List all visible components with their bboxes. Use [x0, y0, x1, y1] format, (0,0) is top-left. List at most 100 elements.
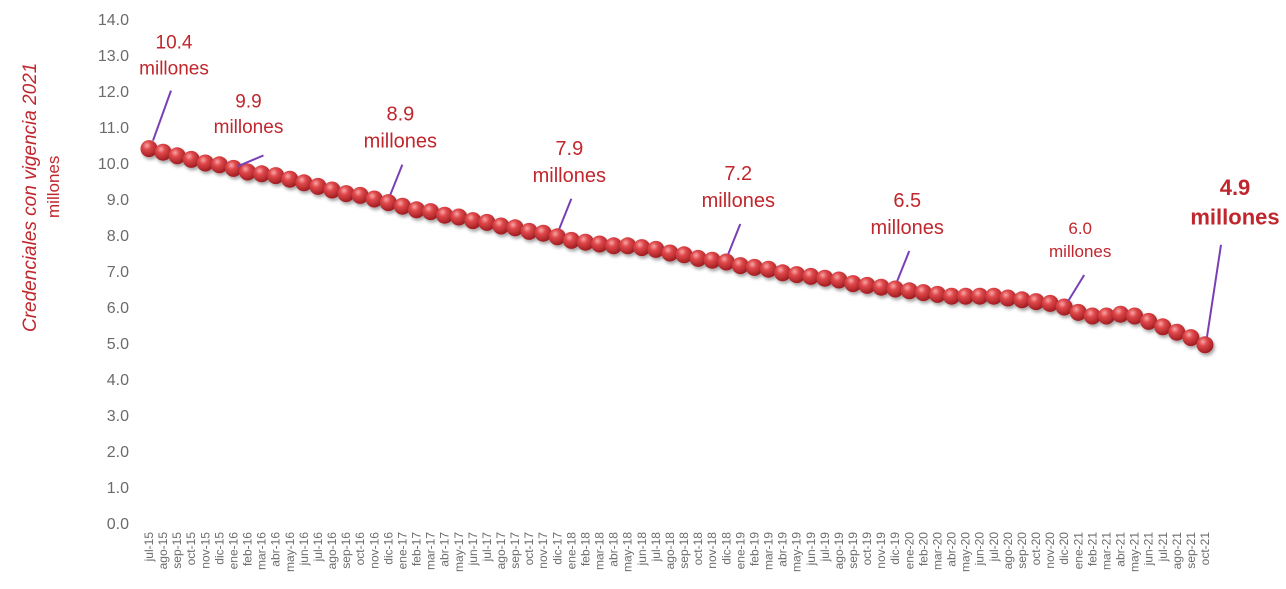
x-tick-label: ago-18: [663, 532, 677, 570]
x-tick-label: abr-19: [776, 532, 790, 567]
data-point: [464, 212, 482, 230]
x-tick-label: may-21: [1128, 532, 1142, 572]
data-point: [928, 285, 946, 303]
x-tick-label: may-16: [283, 532, 297, 572]
annotations: 10.4 millones 9.9 millones 8.9 millones 7.9 mil…: [139, 33, 1280, 337]
data-point: [365, 190, 383, 208]
data-point: [337, 185, 355, 203]
callout-line: [896, 250, 911, 282]
data-point: [224, 159, 242, 177]
x-tick-label: mar-21: [1099, 532, 1113, 570]
y-axis: 0.0 1.0 2.0 3.0 4.0 5.0 6.0 7.0 8.0 9.0 10.0 11.0 12…: [98, 12, 129, 533]
data-point: [140, 140, 158, 158]
data-point: [168, 147, 186, 165]
annotation-value: 9.9: [235, 91, 261, 112]
x-tick-label: jul-17: [480, 532, 494, 563]
x-tick-label: sep-20: [1015, 532, 1029, 569]
x-tick-label: may-20: [959, 532, 973, 572]
y-tick-label: 13.0: [98, 48, 129, 65]
data-point: [210, 156, 228, 174]
data-point: [422, 203, 440, 221]
data-point: [816, 269, 834, 287]
x-tick-label: may-19: [790, 532, 804, 572]
data-point: [492, 217, 510, 235]
data-point: [379, 194, 397, 212]
data-point: [450, 208, 468, 226]
x-tick-label: sep-15: [170, 532, 184, 569]
callout-line: [1206, 244, 1222, 337]
data-point: [576, 233, 594, 251]
x-tick-label: dic-19: [888, 532, 902, 565]
x-tick-label: sep-19: [846, 532, 860, 569]
x-tick-label: feb-17: [410, 532, 424, 566]
data-point: [309, 177, 327, 195]
callout-line: [389, 164, 404, 195]
data-point: [534, 224, 552, 242]
data-point: [605, 237, 623, 255]
data-point: [408, 201, 426, 219]
data-point: [506, 219, 524, 237]
x-tick-label: nov-18: [705, 532, 719, 569]
data-point: [520, 222, 538, 240]
y-tick-label: 3.0: [107, 408, 129, 425]
x-tick-label: ago-16: [325, 532, 339, 570]
data-point: [562, 231, 580, 249]
data-point: [267, 167, 285, 185]
data-point: [591, 235, 609, 253]
y-tick-label: 8.0: [107, 228, 129, 245]
x-tick-label: ago-20: [1001, 532, 1015, 570]
x-tick-label: mar-16: [255, 532, 269, 570]
x-tick-label: oct-17: [522, 532, 536, 566]
callout-line: [1067, 274, 1086, 302]
y-tick-label: 14.0: [98, 12, 129, 29]
data-point: [774, 264, 792, 282]
data-point: [1041, 294, 1059, 312]
x-tick-label: sep-17: [508, 532, 522, 569]
x-tick-label: nov-16: [367, 532, 381, 569]
x-tick-label: ago-19: [832, 532, 846, 570]
data-point: [872, 278, 890, 296]
x-tick-label: mar-17: [424, 532, 438, 570]
data-point: [971, 287, 989, 305]
annotation-unit: millones: [533, 165, 606, 187]
x-tick-label: jun-18: [635, 532, 649, 567]
x-tick-label: abr-16: [269, 532, 283, 567]
data-point: [1140, 312, 1158, 330]
x-tick-label: jul-18: [649, 532, 663, 563]
data-point: [717, 253, 735, 271]
annotation-unit: millones: [702, 190, 775, 212]
data-point: [788, 266, 806, 284]
x-tick-label: abr-20: [945, 532, 959, 567]
x-tick-label: ago-15: [156, 532, 170, 570]
data-point: [1083, 307, 1101, 325]
annotation-unit: millones: [214, 117, 284, 138]
x-tick-label: dic-20: [1057, 532, 1071, 565]
y-tick-label: 10.0: [98, 156, 129, 173]
y-tick-label: 1.0: [107, 480, 129, 497]
data-point: [830, 271, 848, 289]
x-tick-label: dic-17: [550, 532, 564, 565]
data-point: [196, 154, 214, 172]
x-tick-label: oct-19: [860, 532, 874, 566]
data-point: [436, 206, 454, 224]
x-tick-label: nov-20: [1043, 532, 1057, 569]
x-tick-label: mar-18: [593, 532, 607, 570]
x-tick-label: mar-20: [930, 532, 944, 570]
x-tick-label: jun-17: [466, 532, 480, 567]
data-point: [1013, 291, 1031, 309]
data-point: [703, 251, 721, 269]
data-point: [1027, 293, 1045, 311]
data-point: [802, 267, 820, 285]
data-point: [281, 170, 299, 188]
x-tick-label: abr-18: [607, 532, 621, 567]
data-point: [999, 289, 1017, 307]
x-tick-label: mar-19: [762, 532, 776, 570]
annotation-value: 7.9: [555, 138, 583, 160]
x-tick-label: ene-20: [902, 532, 916, 570]
data-point: [689, 249, 707, 267]
annotation-unit: millones: [364, 131, 437, 153]
y-tick-label: 0.0: [107, 516, 129, 533]
x-axis: jul-15 ago-15 sep-15 oct-15 nov-15 dic-15 ene-…: [142, 532, 1212, 572]
annotation-value: 6.5: [893, 190, 921, 212]
